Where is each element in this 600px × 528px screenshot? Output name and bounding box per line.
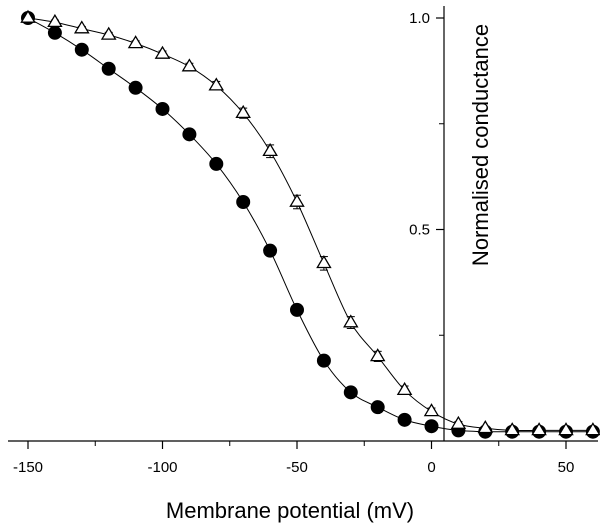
data-point-filled-circle <box>47 25 62 40</box>
data-point-open-triangle <box>208 77 225 91</box>
x-tick-label: -150 <box>13 459 43 476</box>
data-point-open-triangle <box>585 422 600 436</box>
data-point-filled-circle <box>316 353 331 368</box>
data-point-open-triangle <box>477 420 494 434</box>
x-tick-label: 0 <box>427 459 435 476</box>
data-point-open-triangle <box>262 142 278 157</box>
data-point-filled-circle <box>370 400 385 415</box>
data-point-open-triangle <box>181 58 198 72</box>
data-point-open-triangle <box>73 20 90 34</box>
data-point-open-triangle <box>316 255 332 269</box>
fit-curves <box>27 17 593 433</box>
data-point-filled-circle <box>263 243 278 258</box>
data-point-open-triangle <box>396 381 413 396</box>
data-point-filled-circle <box>236 195 251 210</box>
data-point-open-triangle <box>504 422 521 436</box>
data-point-filled-circle <box>343 385 358 400</box>
x-tick-label: -100 <box>147 459 177 476</box>
data-point-filled-circle <box>101 61 116 76</box>
data-point-filled-circle <box>128 80 143 95</box>
data-point-open-triangle <box>127 35 144 49</box>
data-point-filled-circle <box>209 156 224 171</box>
data-points <box>20 9 600 439</box>
data-point-filled-circle <box>424 419 439 434</box>
data-point-filled-circle <box>74 42 89 57</box>
data-point-open-triangle <box>154 45 171 59</box>
axes: -150 -100 -50 0 50 0.5 1.0 <box>8 6 598 476</box>
data-point-open-triangle <box>47 13 63 28</box>
fit-curve-1 <box>27 17 593 432</box>
data-point-filled-circle <box>182 127 197 142</box>
data-point-open-triangle <box>289 193 305 207</box>
x-axis-label: Membrane potential (mV) <box>166 498 414 523</box>
fit-curve-0 <box>27 17 593 433</box>
y-axis-label: Normalised conductance <box>468 24 493 266</box>
data-point-open-triangle <box>100 26 117 40</box>
data-point-open-triangle <box>531 422 547 436</box>
data-point-open-triangle <box>558 422 574 436</box>
data-point-filled-circle <box>155 101 170 116</box>
data-point-filled-circle <box>290 302 304 317</box>
data-point-open-triangle <box>343 314 359 328</box>
y-tick-label: 0.5 <box>409 222 430 239</box>
data-point-open-triangle <box>423 403 440 417</box>
data-point-open-triangle <box>369 348 386 362</box>
data-point-filled-circle <box>397 412 412 427</box>
data-point-open-triangle <box>450 415 467 429</box>
x-tick-label: -50 <box>286 459 308 476</box>
data-point-open-triangle <box>235 104 251 119</box>
y-tick-label: 1.0 <box>409 10 430 27</box>
x-tick-label: 50 <box>558 459 575 476</box>
data-point-open-triangle <box>20 9 36 23</box>
